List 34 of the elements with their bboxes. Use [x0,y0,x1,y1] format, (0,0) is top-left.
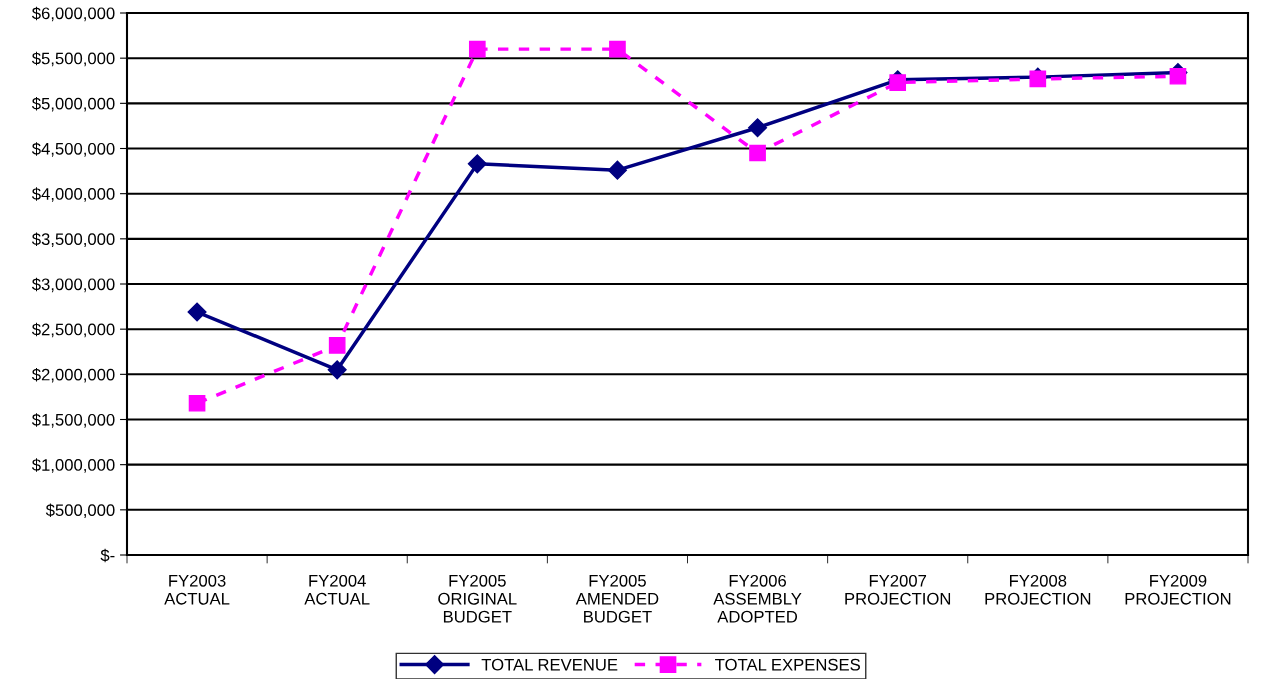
y-tick-label: $5,000,000 [31,97,115,112]
legend-label: TOTAL EXPENSES [715,658,860,671]
point [607,160,627,180]
point [328,337,346,354]
point [609,40,626,58]
y-tick-label: $2,500,000 [31,322,115,338]
x-tick-label: FY2008 PROJECTION [985,574,1091,605]
x-tick-label: FY2005 ORIGINAL BUDGET [438,574,517,623]
point [188,394,206,412]
point [468,40,486,58]
y-tick-label: $5,500,000 [31,51,115,67]
y-tick-label: $6,000,000 [31,6,115,22]
point [467,154,487,174]
y-tick-label: $500,000 [45,503,115,519]
point [748,118,768,138]
y-tick-label: $1,500,000 [31,413,115,428]
y-tick-label: $1,000,000 [31,458,115,473]
y-tick-label: $- [100,548,115,563]
x-tick-label: FY2004 ACTUAL [304,574,370,605]
x-tick-label: FY2005 AMENDED BUDGET [575,574,659,623]
point [327,360,347,380]
legend-label: TOTAL REVENUE [481,658,618,671]
point [749,144,766,162]
y-tick-label: $3,000,000 [31,277,115,293]
y-tick-label: $3,500,000 [31,232,115,248]
point [187,302,207,322]
x-tick-label: FY2006 ASSEMBLY ADOPTED [713,574,802,623]
x-tick-label: FY2009 PROJECTION [1125,574,1231,605]
x-tick-label: FY2007 PROJECTION [845,574,951,605]
point [889,74,907,91]
y-tick-label: $4,500,000 [31,142,115,157]
y-tick-label: $2,000,000 [31,368,115,383]
y-tick-label: $4,000,000 [31,187,115,202]
x-tick-label: FY2003 ACTUAL [164,574,230,605]
